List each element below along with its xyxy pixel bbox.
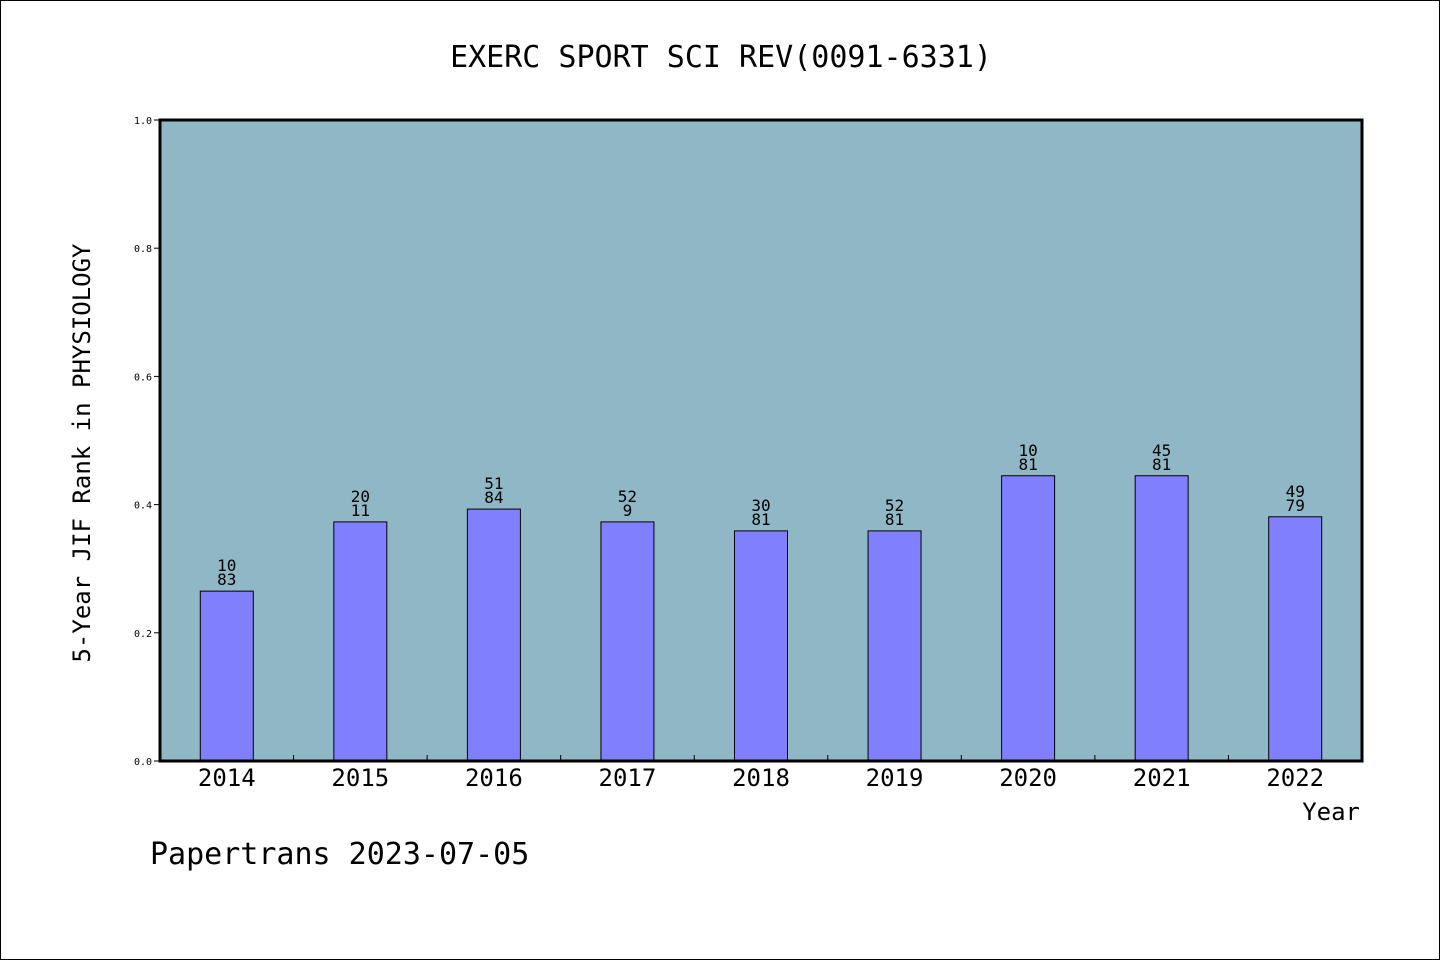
bar-label-bottom: 83 [217, 570, 236, 589]
bar-label-bottom: 84 [484, 488, 503, 507]
bar-label-bottom: 81 [885, 510, 904, 529]
x-tick-label: 2016 [465, 764, 523, 792]
chart-title: EXERC SPORT SCI REV(0091-6331) [450, 40, 992, 75]
bar-label-top: 52 [885, 496, 904, 515]
x-axis-ticks: 2014 2015 2016 2017 2018 2019 2020 2021 2022 [198, 755, 1324, 792]
bar-2021 [1134, 475, 1189, 762]
bar-label-top: 45 [1152, 441, 1171, 460]
bar-2016 [466, 508, 521, 762]
bar-2018 [734, 530, 788, 762]
x-tick-label: 2017 [599, 764, 657, 792]
bar-label-top: 10 [1018, 441, 1037, 460]
bar-label-bottom: 81 [1018, 455, 1037, 474]
y-tick-label: 0.2 [134, 629, 152, 640]
x-axis-label: Year [1302, 798, 1360, 826]
bar-label-bottom: 81 [1152, 455, 1171, 474]
x-tick-label: 2022 [1266, 764, 1324, 792]
x-tick-label: 2021 [1133, 764, 1191, 792]
bar-label-top: 10 [217, 556, 236, 575]
bar-label-top: 51 [484, 474, 503, 493]
bars [199, 475, 1323, 762]
y-axis-ticks: 0.0 0.2 0.4 0.6 0.8 1.0 [134, 116, 160, 768]
bar-2017 [600, 521, 655, 762]
bar-2022 [1268, 516, 1323, 762]
x-tick-label: 2014 [198, 764, 256, 792]
y-tick-label: 0.6 [134, 372, 152, 383]
x-tick-label: 2020 [999, 764, 1057, 792]
y-tick-label: 1.0 [134, 116, 152, 127]
footer-credit: Papertrans 2023-07-05 [150, 837, 529, 872]
x-tick-label: 2015 [331, 764, 389, 792]
bar-2015 [333, 521, 388, 762]
y-tick-label: 0.0 [134, 757, 152, 768]
bar-label-bottom: 11 [351, 501, 370, 520]
bar-label-bottom: 81 [751, 510, 770, 529]
x-tick-label: 2018 [732, 764, 790, 792]
y-axis-label: 5-Year JIF Rank in PHYSIOLOGY [68, 243, 96, 663]
bar-2020 [1001, 475, 1056, 762]
bar-label-top: 20 [351, 487, 370, 506]
bar-label-top: 52 [618, 487, 637, 506]
bar-label-bottom: 79 [1286, 496, 1305, 515]
bar-label-top: 30 [751, 496, 770, 515]
bar-2014 [199, 590, 254, 762]
plot-frame [158, 118, 1364, 763]
bar-label-bottom: 9 [623, 501, 633, 520]
x-tick-label: 2019 [866, 764, 924, 792]
y-tick-label: 0.4 [134, 501, 152, 512]
bar-2019 [867, 530, 922, 762]
bar-label-top: 49 [1286, 482, 1305, 501]
y-tick-label: 0.8 [134, 244, 152, 255]
